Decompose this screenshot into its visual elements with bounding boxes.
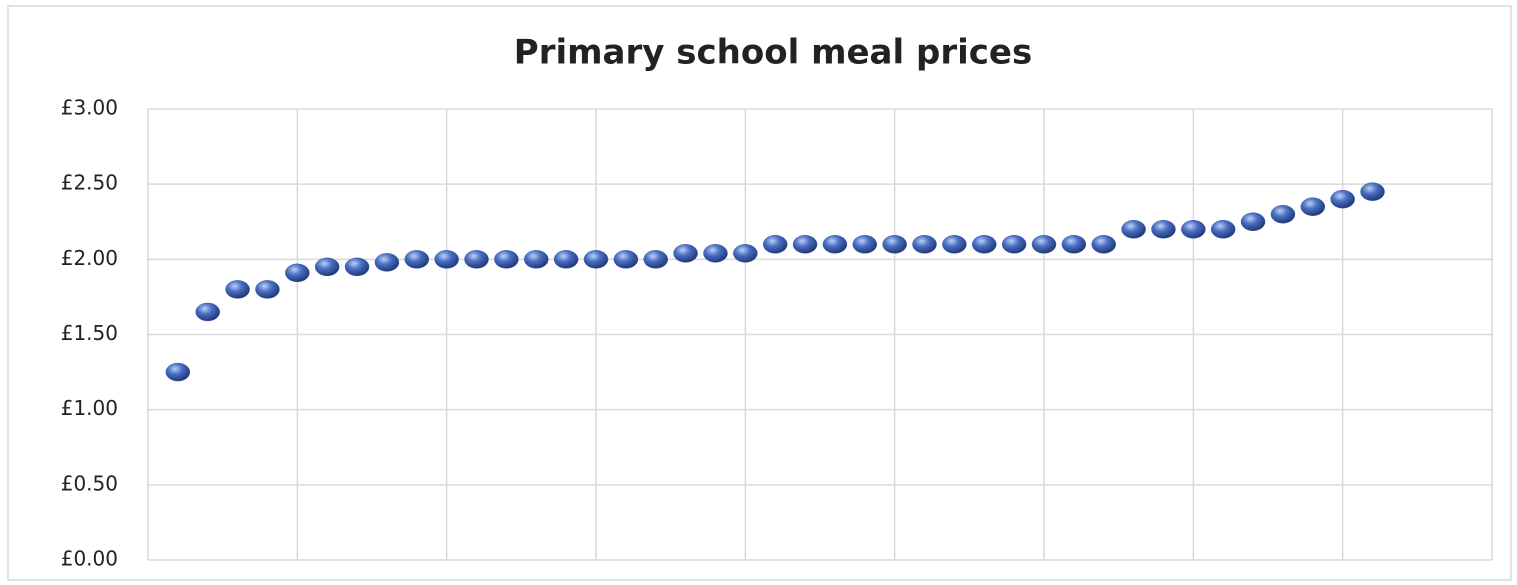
point xyxy=(852,235,878,254)
y-tick-label: £1.00 xyxy=(61,396,118,420)
point xyxy=(314,257,340,277)
point xyxy=(285,263,310,283)
point xyxy=(225,280,250,299)
point xyxy=(822,235,848,254)
point xyxy=(524,250,549,269)
point xyxy=(1210,220,1236,239)
point xyxy=(643,250,668,269)
point xyxy=(733,244,758,263)
point xyxy=(703,244,728,263)
point xyxy=(494,250,519,269)
y-tick-label: £1.50 xyxy=(61,321,118,345)
point xyxy=(972,235,997,254)
point xyxy=(464,250,489,269)
point xyxy=(583,250,609,269)
point xyxy=(404,250,430,269)
point xyxy=(1091,235,1116,254)
point xyxy=(553,250,579,269)
point xyxy=(762,235,788,254)
point xyxy=(673,244,698,263)
y-tick-label: £0.00 xyxy=(61,547,118,571)
point xyxy=(613,250,639,269)
y-tick-label: £3.00 xyxy=(61,96,118,120)
y-tick-label: £2.00 xyxy=(61,246,118,270)
point xyxy=(1061,235,1087,254)
point xyxy=(374,253,400,272)
chart-title: Primary school meal prices xyxy=(514,33,1032,73)
y-tick-label: £0.50 xyxy=(61,471,118,495)
point xyxy=(255,280,280,299)
point xyxy=(1031,235,1057,254)
point xyxy=(1360,182,1385,201)
y-tick-label: £2.50 xyxy=(61,171,118,195)
point xyxy=(1240,212,1266,231)
point xyxy=(165,362,191,382)
point xyxy=(344,257,370,277)
point xyxy=(1181,220,1206,239)
point xyxy=(434,250,459,269)
point xyxy=(882,235,907,254)
point xyxy=(1330,189,1355,209)
point xyxy=(1270,204,1296,224)
point xyxy=(1151,220,1176,239)
point xyxy=(912,235,937,254)
point xyxy=(942,235,967,254)
point xyxy=(195,302,220,322)
point xyxy=(1300,197,1326,216)
point xyxy=(1001,235,1027,254)
point xyxy=(792,235,818,254)
point xyxy=(1121,220,1146,239)
